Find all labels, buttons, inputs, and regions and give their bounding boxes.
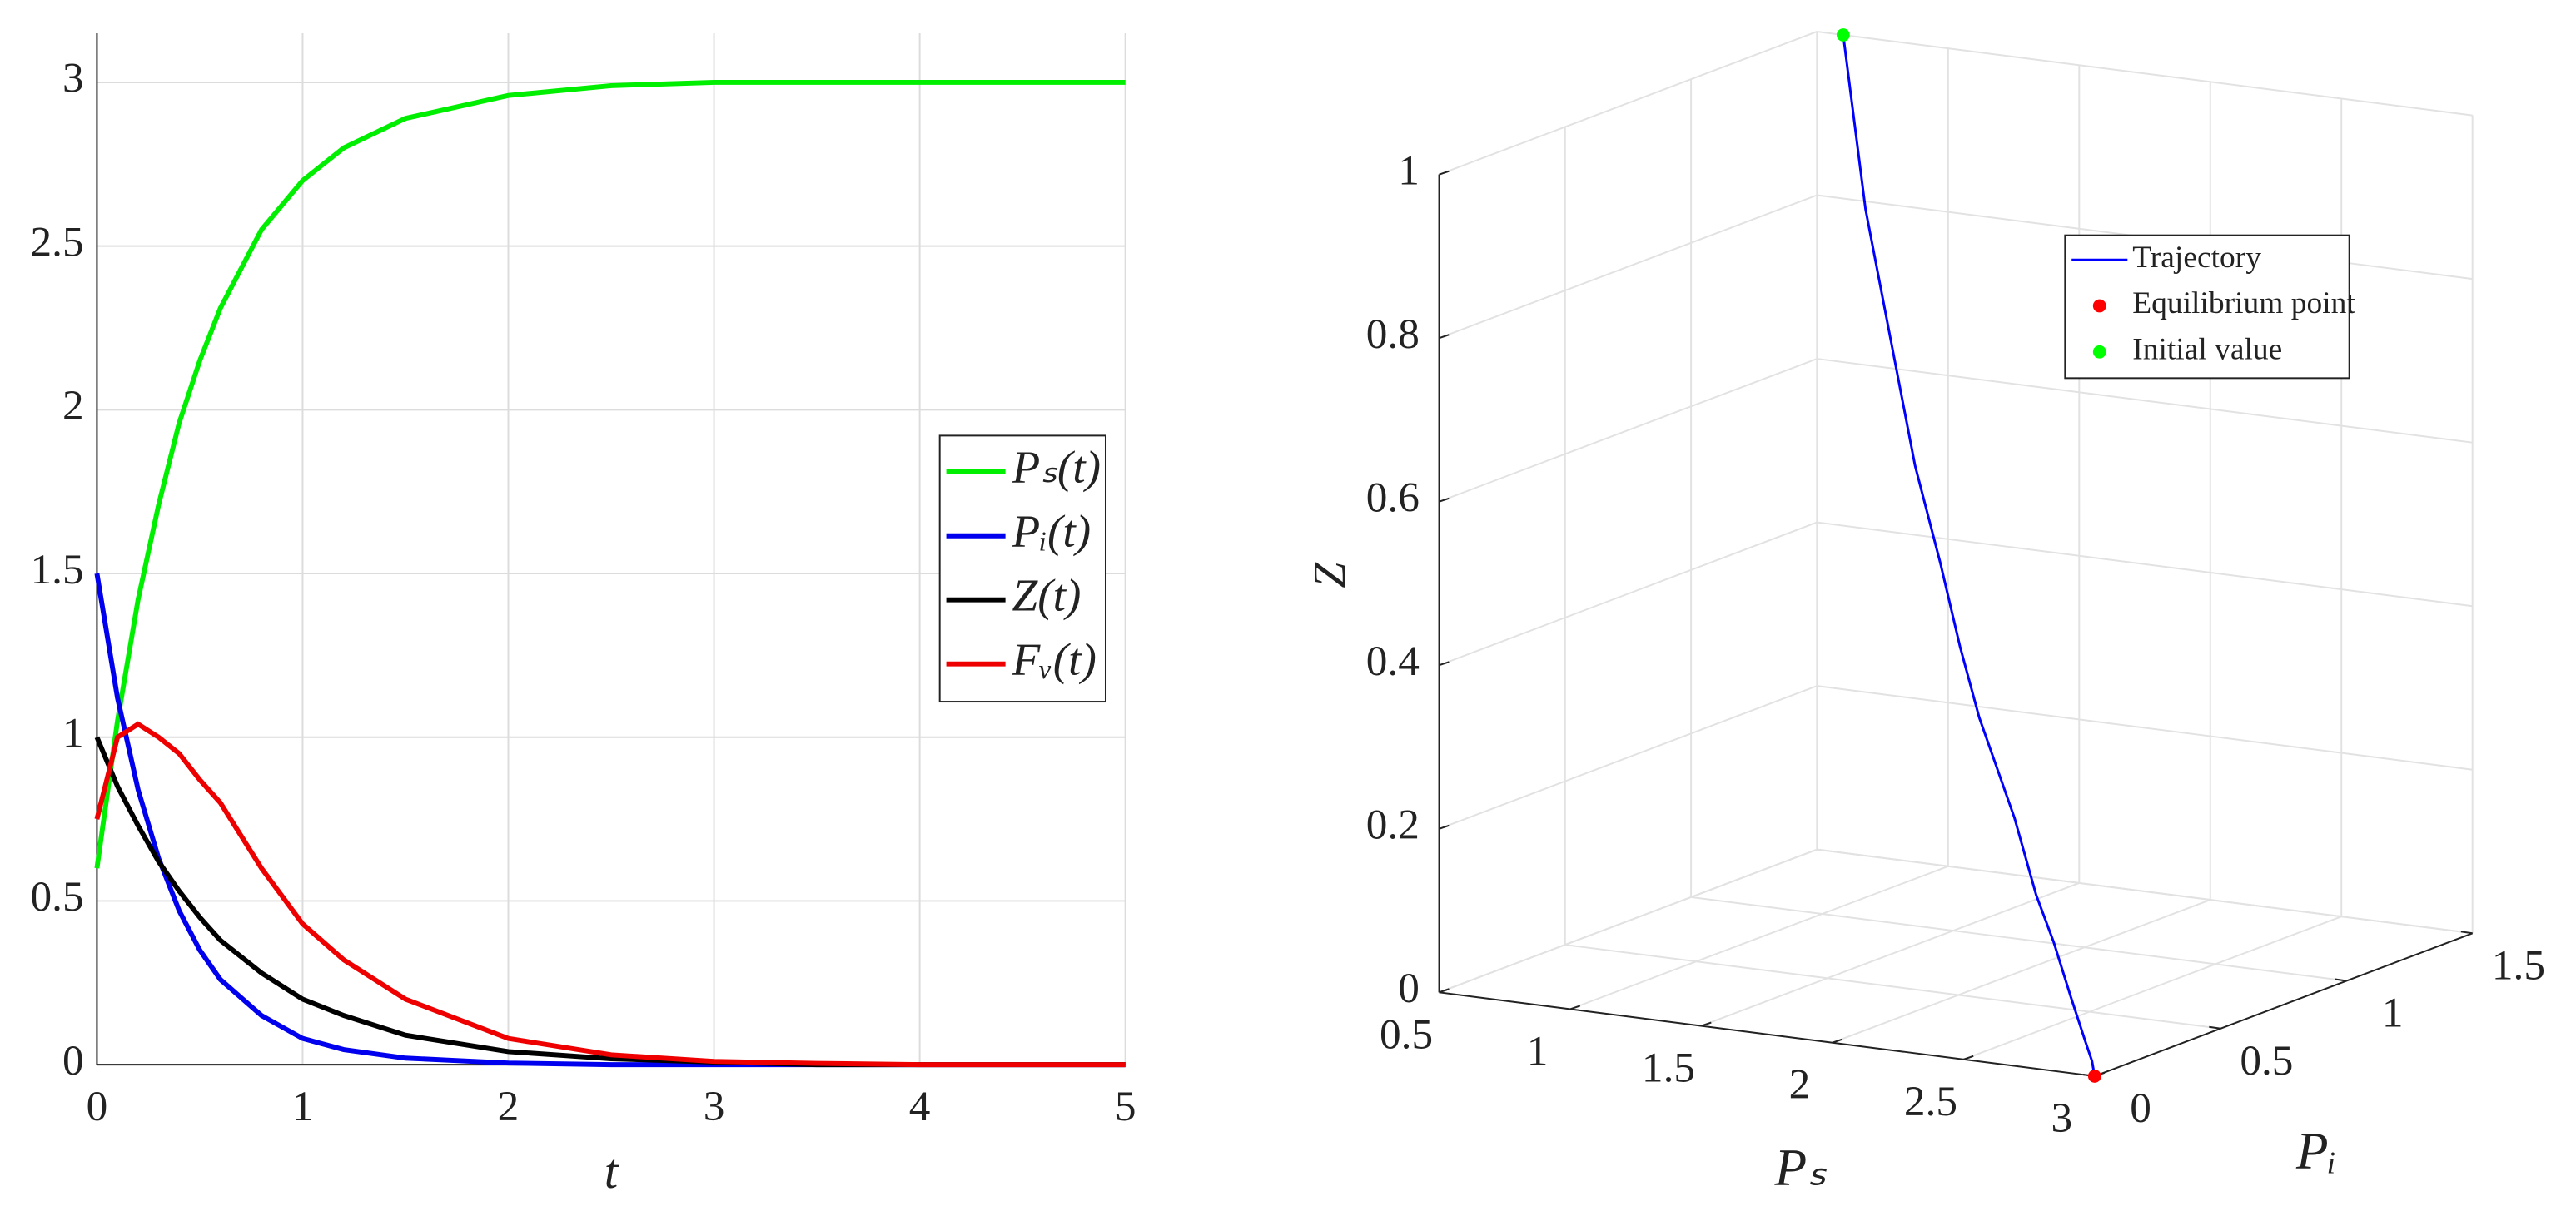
x-tick-label: 2 xyxy=(1789,1061,1811,1109)
x-tick-label: 3 xyxy=(704,1083,725,1130)
y-tick-label: 1.5 xyxy=(2492,941,2545,989)
legend-swatch xyxy=(2092,299,2106,313)
x-tick-label: 2 xyxy=(498,1083,520,1130)
x-axis xyxy=(1439,991,2095,1077)
y-tick-label: 0.5 xyxy=(31,873,84,921)
tick-mark xyxy=(1832,1038,1843,1044)
grid-line xyxy=(1439,194,1818,340)
legend-label: Fᵥ(t) xyxy=(1012,633,1097,684)
legend-label: Z(t) xyxy=(1012,569,1082,620)
y-tick-label: 0.5 xyxy=(2240,1037,2293,1085)
x-tick-label: 0.5 xyxy=(1380,1010,1433,1058)
tick-mark xyxy=(1439,334,1450,340)
grid-line xyxy=(1701,881,2080,1027)
point-marker xyxy=(1836,28,1850,42)
y-tick-label: 3 xyxy=(62,55,84,102)
legend-label: Pᵢ(t) xyxy=(1012,505,1092,556)
z-tick-label: 0.2 xyxy=(1366,802,1420,849)
legend-label: Trajectory xyxy=(2132,241,2261,275)
tick-mark xyxy=(1701,1021,1712,1027)
grid-line xyxy=(1690,896,2347,982)
tick-mark xyxy=(2335,978,2347,982)
z-tick-label: 1 xyxy=(1398,146,1420,194)
grid-line xyxy=(1439,685,1818,830)
x-tick-label: 2.5 xyxy=(1904,1078,1957,1125)
z-tick-label: 0.6 xyxy=(1366,474,1420,521)
y-tick-label: 0 xyxy=(2130,1085,2151,1132)
tick-mark xyxy=(1439,497,1450,503)
grid-line xyxy=(1817,521,2473,608)
grid-line xyxy=(1569,865,1949,1010)
tick-mark xyxy=(1439,988,1450,994)
tick-mark xyxy=(1439,170,1450,176)
z-tick-label: 0.8 xyxy=(1366,310,1420,358)
x-tick-label: 1.5 xyxy=(1642,1045,1695,1092)
legend-box xyxy=(938,434,1106,703)
point-marker xyxy=(2087,1070,2101,1083)
series-line xyxy=(94,721,1126,1068)
grid-line xyxy=(1817,685,2473,771)
x-axis-label: t xyxy=(604,1144,619,1199)
grid-line xyxy=(1564,944,2221,1030)
legend-label: Initial value xyxy=(2132,332,2282,366)
y-tick-label: 2 xyxy=(62,382,84,429)
legend-label: Pₛ(t) xyxy=(1012,441,1102,492)
y-tick-label: 2.5 xyxy=(31,218,84,266)
x-tick-label: 4 xyxy=(909,1083,931,1130)
grid-line xyxy=(1439,848,1818,994)
x-tick-label: 3 xyxy=(2051,1094,2073,1142)
y-tick-label: 1.5 xyxy=(31,546,84,593)
y-tick-label: 1 xyxy=(62,710,84,757)
legend-swatch xyxy=(2092,345,2106,359)
x-tick-label: 1 xyxy=(292,1083,314,1130)
x-axis-label: Pₛ xyxy=(1774,1139,1828,1197)
tick-mark xyxy=(1439,661,1450,667)
grid-line xyxy=(1439,358,1818,503)
trajectory-line xyxy=(1842,34,2096,1077)
grid-line xyxy=(1817,31,2473,117)
tick-mark xyxy=(1963,1055,1974,1060)
y-axis-label: Pᵢ xyxy=(2295,1122,2337,1180)
z-tick-label: 0.4 xyxy=(1366,638,1420,685)
grid-line xyxy=(1817,358,2473,444)
series-line xyxy=(94,80,1126,869)
tick-mark xyxy=(2460,931,2473,935)
grid-line xyxy=(1439,31,1818,176)
y-axis xyxy=(2094,932,2474,1077)
tick-mark xyxy=(1569,1005,1581,1010)
x-tick-label: 0 xyxy=(87,1083,108,1130)
legend-label: Equilibrium point xyxy=(2132,286,2355,320)
y-tick-label: 1 xyxy=(2382,990,2404,1037)
grid-line xyxy=(1963,916,2342,1060)
y-tick-label: 0 xyxy=(62,1037,84,1085)
grid-line xyxy=(1439,521,1818,667)
z-tick-label: 0 xyxy=(1398,965,1420,1012)
x-tick-label: 5 xyxy=(1115,1083,1136,1130)
grid-line xyxy=(1832,899,2211,1044)
grid-line xyxy=(1817,848,2473,935)
z-axis-label: Z xyxy=(1304,561,1355,588)
tick-mark xyxy=(1439,824,1450,830)
x-tick-label: 1 xyxy=(1527,1027,1549,1075)
tick-mark xyxy=(2209,1025,2221,1030)
